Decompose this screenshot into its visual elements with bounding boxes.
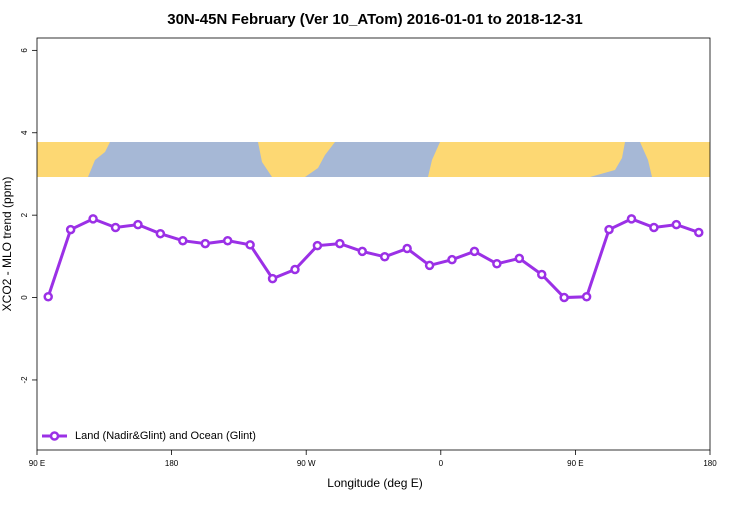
x-tick-label: 90 W (297, 459, 316, 468)
point (694, 227, 704, 238)
x-tick-label: 90 E (567, 459, 583, 468)
point (200, 238, 210, 249)
y-tick-label: 4 (20, 130, 29, 135)
point (88, 214, 98, 224)
point (222, 235, 233, 246)
point (178, 235, 188, 246)
x-tick-label: 0 (439, 459, 444, 468)
point (245, 240, 255, 250)
point (581, 291, 592, 302)
point (424, 260, 435, 271)
land (258, 142, 335, 177)
point (312, 240, 323, 251)
y-tick-label: 6 (20, 48, 29, 53)
point (447, 254, 457, 265)
point (65, 224, 76, 235)
series-line (46, 217, 700, 300)
point (335, 238, 345, 249)
point (469, 246, 480, 257)
point (267, 273, 278, 284)
point (357, 246, 368, 257)
point (604, 224, 614, 235)
y-tick-label: -2 (20, 376, 29, 384)
point (492, 259, 502, 269)
point (537, 269, 547, 280)
x-axis-label: Longitude (deg E) (327, 476, 422, 490)
point (155, 228, 166, 239)
plot-frame (36, 37, 711, 451)
y-tick-label: 0 (20, 295, 29, 300)
land (37, 142, 87, 177)
land (87, 142, 110, 177)
chart-title: 30N-45N February (Ver 10_ATom) 2016-01-0… (167, 11, 582, 28)
point (379, 252, 390, 262)
point (671, 219, 682, 230)
point (133, 219, 143, 230)
legend-label: Land (Nadir&Glint) and Ocean (Glint) (75, 430, 256, 442)
point (559, 292, 569, 303)
point (110, 222, 121, 233)
y-tick-label: 2 (20, 212, 29, 217)
point (626, 214, 637, 224)
point (649, 222, 659, 233)
land (640, 142, 710, 177)
map-band (37, 142, 710, 177)
legend-marker (49, 431, 60, 441)
land (428, 142, 625, 177)
point (290, 264, 300, 275)
point (402, 243, 412, 254)
x-tick-label: 180 (165, 459, 179, 468)
point (514, 253, 525, 264)
x-tick-label: 180 (703, 459, 717, 468)
y-axis-label: XCO2 - MLO trend (ppm) (0, 177, 14, 312)
point (43, 291, 53, 302)
x-tick-label: 90 E (29, 459, 45, 468)
